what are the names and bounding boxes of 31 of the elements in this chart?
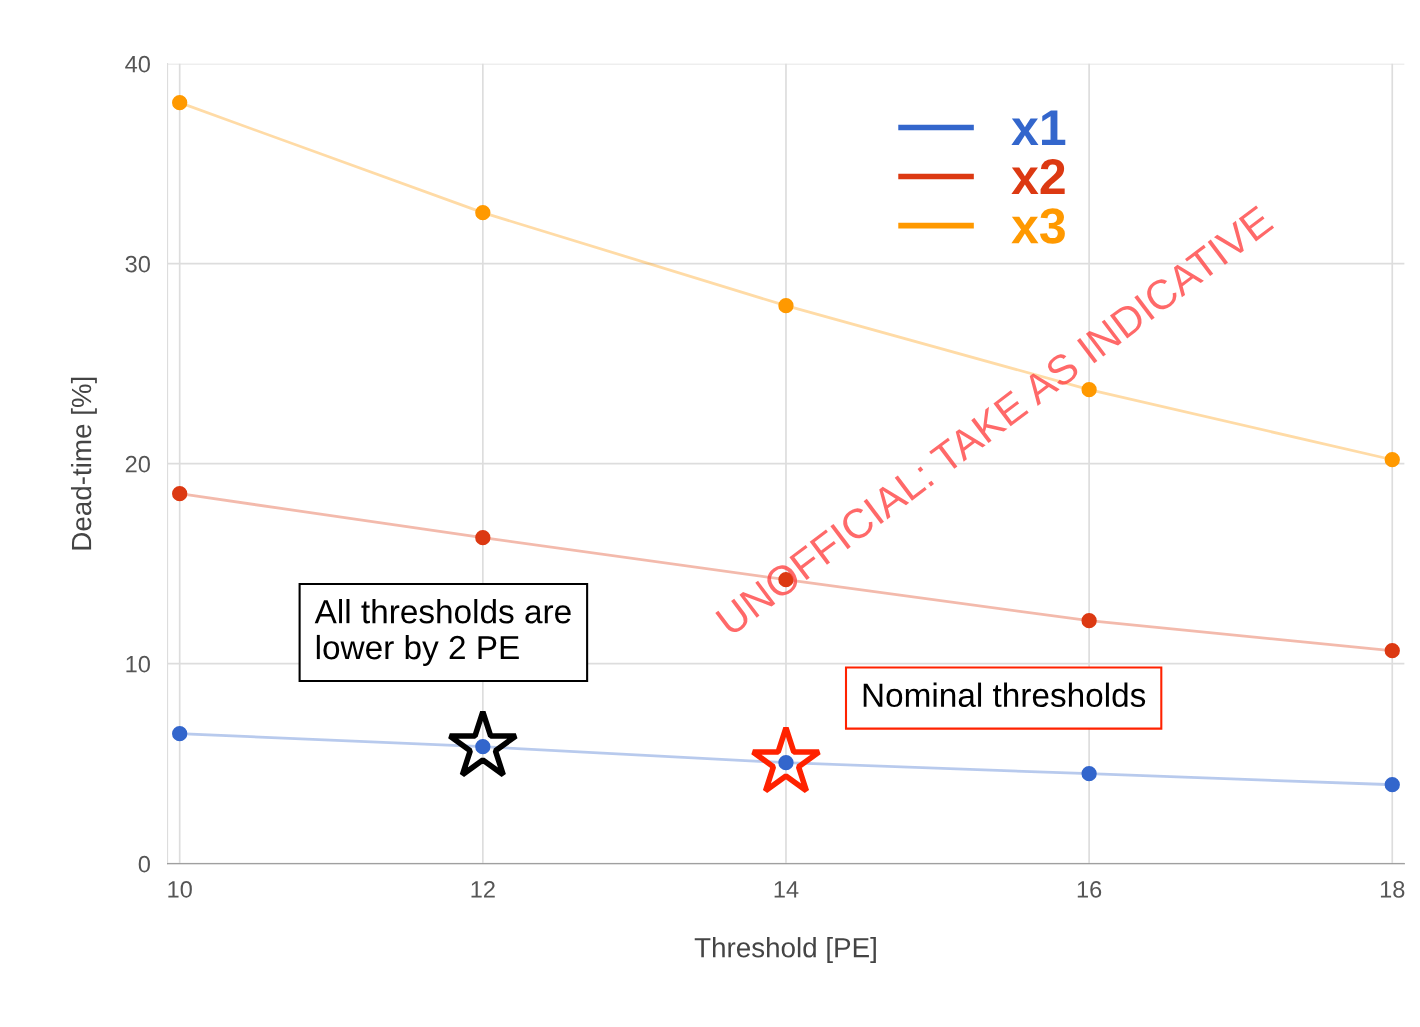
point	[1384, 643, 1400, 659]
point	[172, 486, 188, 502]
y-tick-label: 30	[125, 255, 150, 273]
point	[475, 530, 491, 546]
x-tick-label: 16	[1077, 881, 1102, 898]
point	[1081, 766, 1097, 782]
point	[475, 739, 491, 755]
y-tick-label: 20	[125, 455, 150, 473]
legend-label: x2	[1011, 159, 1065, 195]
y-tick-label: 0	[138, 855, 150, 873]
x-tick-label: 14	[774, 881, 799, 898]
y-axis-title: Dead-time [%]	[70, 377, 97, 550]
point	[778, 298, 794, 314]
x-axis-title: Threshold [PE]	[694, 937, 876, 963]
legend-label: x3	[1011, 208, 1065, 244]
y-tick-label: 10	[126, 655, 150, 673]
y-tick-label: 40	[125, 55, 150, 73]
point	[1384, 452, 1400, 468]
point	[475, 205, 491, 221]
point	[778, 755, 794, 771]
point	[172, 726, 188, 742]
x-tick-label: 18	[1380, 881, 1405, 898]
point	[1384, 777, 1400, 793]
x-tick-label: 12	[471, 881, 495, 898]
point	[1081, 382, 1097, 398]
annotation: Nominal thresholds	[863, 682, 1146, 708]
x-tick-label: 10	[168, 881, 192, 898]
legend-label: x1	[1011, 110, 1066, 145]
point	[172, 95, 188, 111]
point	[1081, 613, 1097, 629]
annotation: All thresholds are lower by 2 PE	[314, 599, 571, 666]
